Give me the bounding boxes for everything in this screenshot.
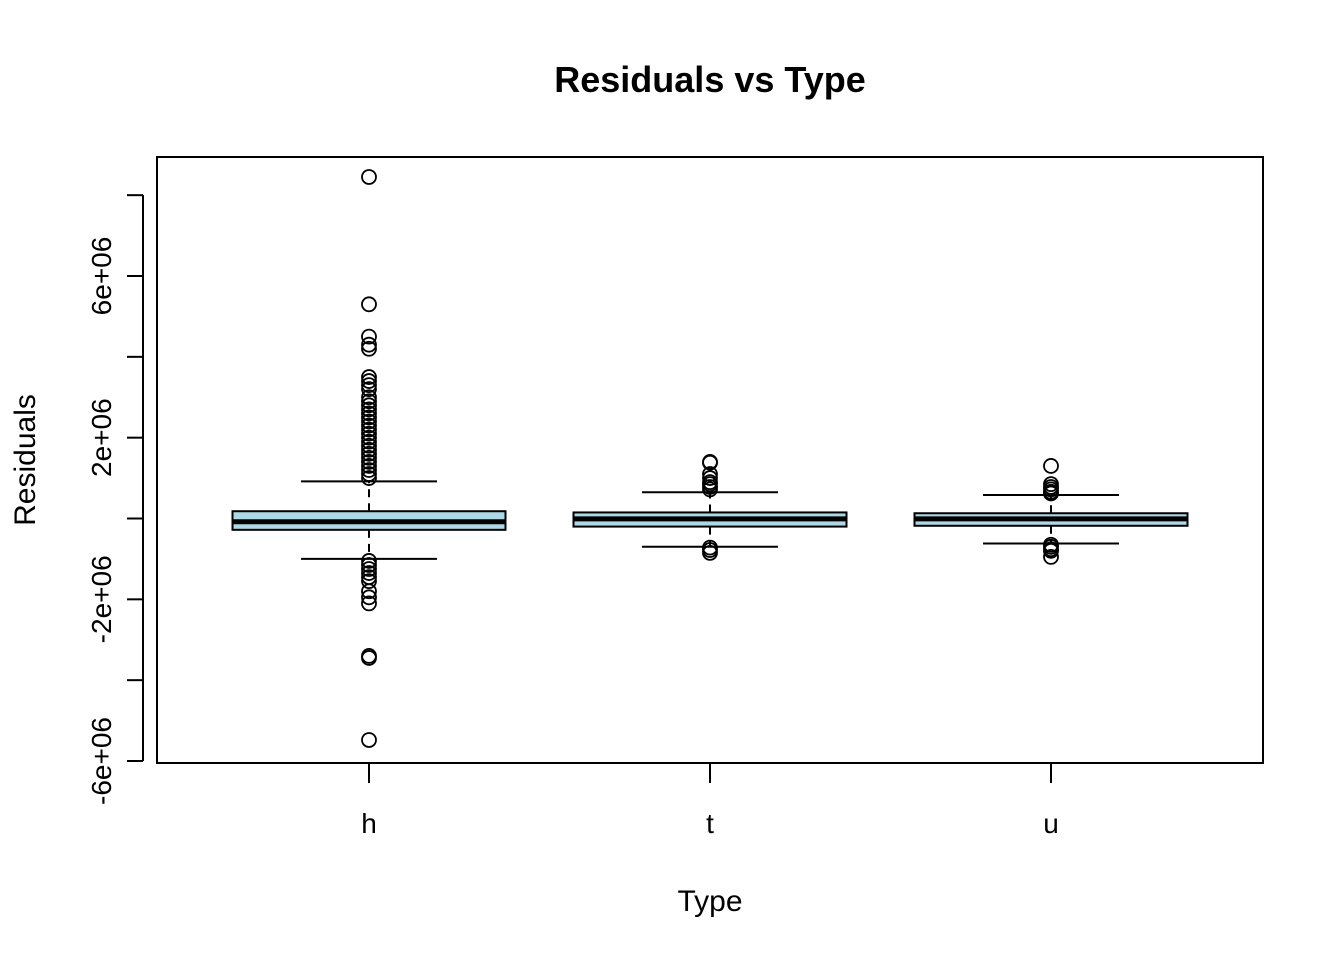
outlier-point bbox=[1043, 485, 1059, 502]
outlier-point bbox=[361, 389, 377, 406]
outlier-point bbox=[361, 340, 377, 357]
outlier-point bbox=[361, 381, 377, 398]
outlier-point bbox=[361, 565, 377, 581]
outlier-point bbox=[361, 429, 377, 446]
outlier-point bbox=[361, 573, 377, 590]
outlier-point bbox=[702, 454, 718, 471]
outlier-point bbox=[361, 466, 377, 482]
outlier-point bbox=[361, 377, 377, 394]
outlier-point bbox=[361, 336, 377, 353]
outlier-point bbox=[361, 433, 377, 450]
outlier-point bbox=[361, 409, 377, 426]
y-axis-label: Residuals bbox=[9, 394, 42, 526]
outlier-point bbox=[702, 466, 718, 482]
outlier-point bbox=[361, 445, 377, 462]
outlier-point bbox=[361, 401, 377, 418]
outlier-point bbox=[361, 561, 377, 577]
outlier-point bbox=[361, 437, 377, 454]
y-tick-label: -2e+06 bbox=[86, 555, 117, 643]
y-tick-label: 2e+06 bbox=[86, 398, 117, 477]
y-axis: -6e+06 -2e+06 2e+06 6e+06 bbox=[86, 194, 144, 805]
plot-frame bbox=[156, 156, 1264, 764]
outlier-point bbox=[361, 595, 377, 612]
outlier-point bbox=[361, 417, 377, 434]
outlier-point bbox=[361, 454, 377, 470]
outlier-point bbox=[1043, 548, 1059, 565]
outlier-point bbox=[361, 732, 377, 748]
outlier-point bbox=[361, 169, 377, 185]
outlier-point bbox=[1043, 542, 1059, 559]
outlier-point bbox=[361, 583, 377, 600]
outlier-point bbox=[1043, 458, 1059, 474]
outlier-point bbox=[361, 397, 377, 414]
x-tick-label: t bbox=[706, 808, 714, 839]
outlier-point bbox=[361, 421, 377, 438]
box-t bbox=[572, 454, 848, 561]
boxes bbox=[231, 169, 1189, 748]
outlier-point bbox=[361, 462, 377, 478]
box-u bbox=[913, 458, 1189, 565]
outlier-point bbox=[361, 328, 377, 345]
x-axis-label: Type bbox=[677, 885, 742, 918]
outlier-point bbox=[361, 296, 377, 313]
outlier-point bbox=[702, 470, 718, 486]
outlier-point bbox=[361, 650, 377, 666]
y-tick-label: -6e+06 bbox=[86, 717, 117, 805]
outlier-point bbox=[361, 553, 377, 569]
outlier-point bbox=[361, 458, 377, 474]
outlier-point bbox=[361, 369, 377, 385]
x-tick-label: u bbox=[1043, 808, 1059, 839]
outlier-point bbox=[361, 405, 377, 422]
outlier-point bbox=[361, 557, 377, 573]
outlier-point bbox=[361, 449, 377, 466]
outlier-point bbox=[361, 470, 377, 486]
outlier-point bbox=[702, 481, 718, 498]
outlier-point bbox=[361, 425, 377, 442]
x-tick-label: h bbox=[361, 808, 377, 839]
outlier-point bbox=[702, 544, 718, 561]
outlier-point bbox=[361, 589, 377, 606]
outlier-point bbox=[361, 413, 377, 430]
y-tick-label: 6e+06 bbox=[86, 237, 117, 316]
box-h bbox=[231, 169, 507, 748]
outlier-point bbox=[361, 373, 377, 389]
outlier-point bbox=[361, 393, 377, 410]
outlier-point bbox=[361, 441, 377, 458]
chart-title: Residuals vs Type bbox=[554, 59, 865, 100]
